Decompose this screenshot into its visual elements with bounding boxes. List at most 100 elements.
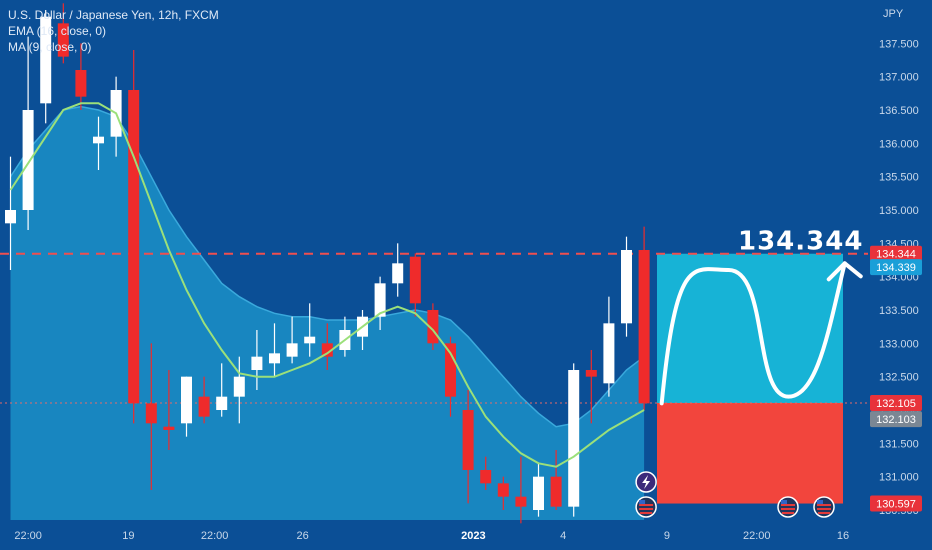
price-tag-box [870,411,922,428]
candle-body [409,256,421,304]
candle[interactable] [304,303,316,357]
target-price-label: 134.344 [738,227,863,257]
price-tag-value: 132.105 [876,398,916,410]
price-tick-label: 135.500 [879,172,919,184]
chart-legend: U.S. Dollar / Japanese Yen, 12h, FXCM EM… [8,7,219,55]
price-tag: 134.344 [870,245,922,262]
candle-body [22,110,34,210]
currency-label: JPY [883,8,904,20]
symbol-title[interactable]: U.S. Dollar / Japanese Yen, 12h, FXCM [8,8,219,22]
candle[interactable] [427,303,439,350]
candle[interactable] [5,156,16,270]
candle[interactable] [22,36,34,230]
price-tag-value: 134.344 [876,249,916,261]
candle[interactable] [128,50,140,424]
candle[interactable] [409,253,421,317]
price-tick-label: 133.500 [879,305,919,317]
candle-body [251,356,263,370]
dashed-levels [0,252,868,404]
candle[interactable] [321,323,333,370]
lightning-event-marker[interactable] [635,471,657,493]
price-tick-label: 137.500 [879,38,919,50]
event-flag[interactable] [813,496,835,518]
candles[interactable] [5,3,650,524]
flag-stripes [781,504,795,514]
candle[interactable] [392,243,404,297]
candle-body [40,16,52,104]
candle-body [5,210,16,224]
candle-body [480,470,492,484]
price-tag: 134.339 [870,259,922,276]
price-tag: 130.597 [870,495,922,512]
candle[interactable] [638,226,650,410]
candle[interactable] [480,456,492,490]
event-flag[interactable] [777,496,799,518]
time-tick-label: 16 [837,530,849,542]
price-tick-label: 131.500 [879,438,919,450]
price-tick-label: 133.000 [879,338,919,350]
candle[interactable] [181,376,192,437]
price-tag-box [870,495,922,512]
candle[interactable] [445,336,456,417]
projection-arrowhead [826,261,863,282]
candle-body [128,90,140,404]
price-axis[interactable]: 137.500 137.000 136.500 136.000 135.500 135.0… [879,38,919,517]
price-tick-label: 137.000 [879,72,919,84]
candle[interactable] [75,43,87,110]
flag-stripes [817,504,831,514]
candle[interactable] [497,476,509,510]
candle[interactable] [40,10,52,124]
event-flag[interactable] [635,496,657,518]
event-markers[interactable] [635,471,835,518]
target-zone [657,253,843,403]
ema-legend[interactable]: EMA (16, close, 0) [8,24,107,38]
candle[interactable] [621,236,632,337]
candle-body [550,476,562,507]
time-tick-label: 26 [297,530,309,542]
candle-body [145,403,157,424]
candle[interactable] [93,116,104,170]
candle[interactable] [216,363,228,417]
price-tick-label: 132.500 [879,372,919,384]
candle[interactable] [269,323,280,377]
candle-body [392,263,404,284]
candle[interactable] [163,370,175,450]
price-tick-label: 135.000 [879,205,919,217]
candle[interactable] [198,376,210,424]
candle-body [497,483,509,497]
candle[interactable] [533,463,544,517]
candle[interactable] [585,350,597,424]
candle[interactable] [374,276,386,330]
candle-body [515,496,527,507]
candle[interactable] [145,343,157,490]
candle-body [585,370,597,377]
candle[interactable] [57,3,69,64]
candle[interactable] [233,356,245,424]
candle[interactable] [515,456,527,524]
candle[interactable] [251,330,263,390]
ma-legend[interactable]: MA (9, close, 0) [8,40,92,54]
candle-body [533,476,544,510]
ma-line-group [9,102,645,468]
candle[interactable] [286,316,298,364]
candle-body [427,310,439,344]
flag-canton [639,500,646,504]
ma-line [9,102,645,468]
candle[interactable] [550,450,562,510]
price-tag: 132.103 [870,411,922,428]
candle[interactable] [568,363,580,517]
candle-body [462,410,474,470]
price-tick-label: 136.500 [879,105,919,117]
price-tag: 132.105 [870,395,922,411]
price-tag-box [870,395,922,411]
candle-body [304,336,316,344]
candle[interactable] [603,296,615,397]
candle[interactable] [462,390,474,504]
price-tick-label: 131.000 [879,472,919,484]
candle-body [93,136,104,144]
flag-canton [817,500,823,504]
time-axis[interactable]: 22:00 19 22:00 26 2023 4 9 22:00 16 [14,530,849,542]
time-tick-label: 4 [560,530,566,542]
